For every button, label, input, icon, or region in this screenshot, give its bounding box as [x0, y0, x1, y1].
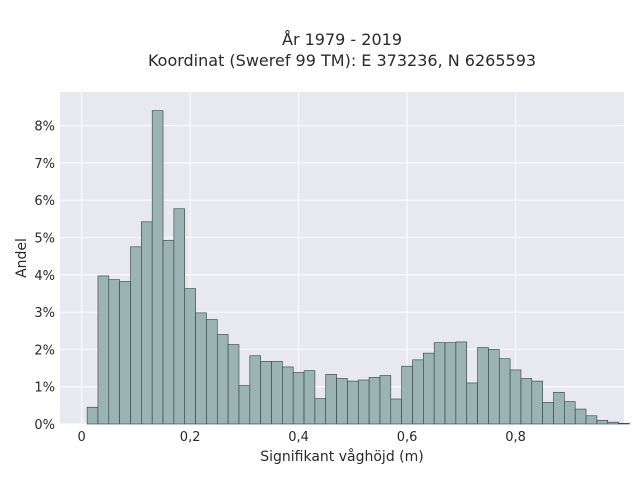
histogram-bar: [433, 342, 446, 425]
histogram-bar: [130, 246, 142, 425]
histogram-bar: [303, 370, 316, 425]
histogram-bar: [357, 379, 370, 425]
histogram-bar: [509, 369, 522, 425]
histogram-bar: [108, 279, 120, 425]
histogram-bar: [585, 415, 598, 425]
y-tick-label: 6%: [34, 194, 55, 209]
histogram-bar: [444, 342, 457, 425]
chart-title-line2: Koordinat (Sweref 99 TM): E 373236, N 62…: [148, 51, 536, 70]
histogram-bar: [401, 365, 413, 425]
histogram-bar: [249, 355, 261, 425]
histogram-bar: [173, 208, 186, 425]
histogram-bar: [379, 375, 392, 425]
histogram-bar: [498, 358, 511, 425]
y-tick-label: 5%: [34, 231, 55, 246]
histogram-bar: [347, 380, 359, 425]
histogram-bar: [162, 240, 175, 425]
histogram-bar: [336, 378, 348, 425]
histogram-bar: [488, 349, 500, 425]
histogram-bar: [477, 347, 489, 425]
x-tick-label: 0,2: [180, 430, 201, 445]
histogram-bar: [238, 385, 251, 425]
histogram-bar: [271, 361, 283, 425]
histogram-bar: [260, 361, 272, 425]
histogram-bar: [325, 374, 337, 425]
y-tick-label: 4%: [34, 269, 55, 284]
y-axis-title: Andel: [14, 238, 30, 278]
histogram-bar: [531, 380, 543, 425]
y-axis-ticks: 0% 1% 2% 3% 4% 5% 6% 7% 8%: [34, 120, 55, 433]
histogram-bar: [564, 401, 576, 425]
histogram-bar: [86, 406, 99, 425]
histogram-bar: [542, 402, 554, 425]
histogram-bar: [141, 221, 153, 425]
histogram-bar: [455, 341, 468, 425]
histogram-bar: [466, 382, 478, 425]
histogram-bar: [206, 319, 218, 425]
histogram-bar: [553, 391, 565, 425]
y-tick-label: 2%: [34, 343, 55, 358]
histogram-bar: [574, 408, 587, 425]
x-tick-label: 0,6: [397, 430, 418, 445]
x-tick-label: 0: [78, 430, 86, 445]
y-tick-label: 7%: [34, 157, 55, 172]
histogram-bar: [119, 281, 131, 425]
chart-title-line1: År 1979 - 2019: [282, 30, 402, 49]
histogram-bar: [227, 344, 240, 425]
y-tick-label: 0%: [34, 418, 55, 433]
histogram-bar: [618, 422, 630, 425]
histogram-bar: [368, 377, 381, 425]
histogram-bar: [314, 398, 327, 425]
histogram-bar: [607, 421, 619, 425]
histogram-bar: [184, 288, 196, 425]
histogram-bar: [195, 312, 207, 425]
histogram-bar: [423, 352, 435, 425]
histogram-bar: [97, 275, 110, 425]
histogram-bar: [596, 419, 609, 425]
x-axis-title: Signifikant våghöjd (m): [260, 448, 423, 465]
histogram-bar: [292, 372, 305, 425]
histogram-bars: [86, 110, 630, 425]
y-tick-label: 1%: [34, 381, 55, 396]
histogram-bar: [282, 366, 294, 425]
histogram-bar: [390, 398, 402, 425]
x-axis-ticks: 0 0,2 0,4 0,6 0,8: [78, 430, 526, 445]
x-tick-label: 0,4: [288, 430, 309, 445]
histogram-bar: [151, 110, 164, 425]
histogram-bar: [520, 378, 533, 425]
histogram-bar: [412, 359, 424, 425]
y-tick-label: 3%: [34, 306, 55, 321]
y-tick-label: 8%: [34, 120, 55, 135]
histogram-bar: [216, 334, 229, 425]
x-tick-label: 0,8: [505, 430, 526, 445]
